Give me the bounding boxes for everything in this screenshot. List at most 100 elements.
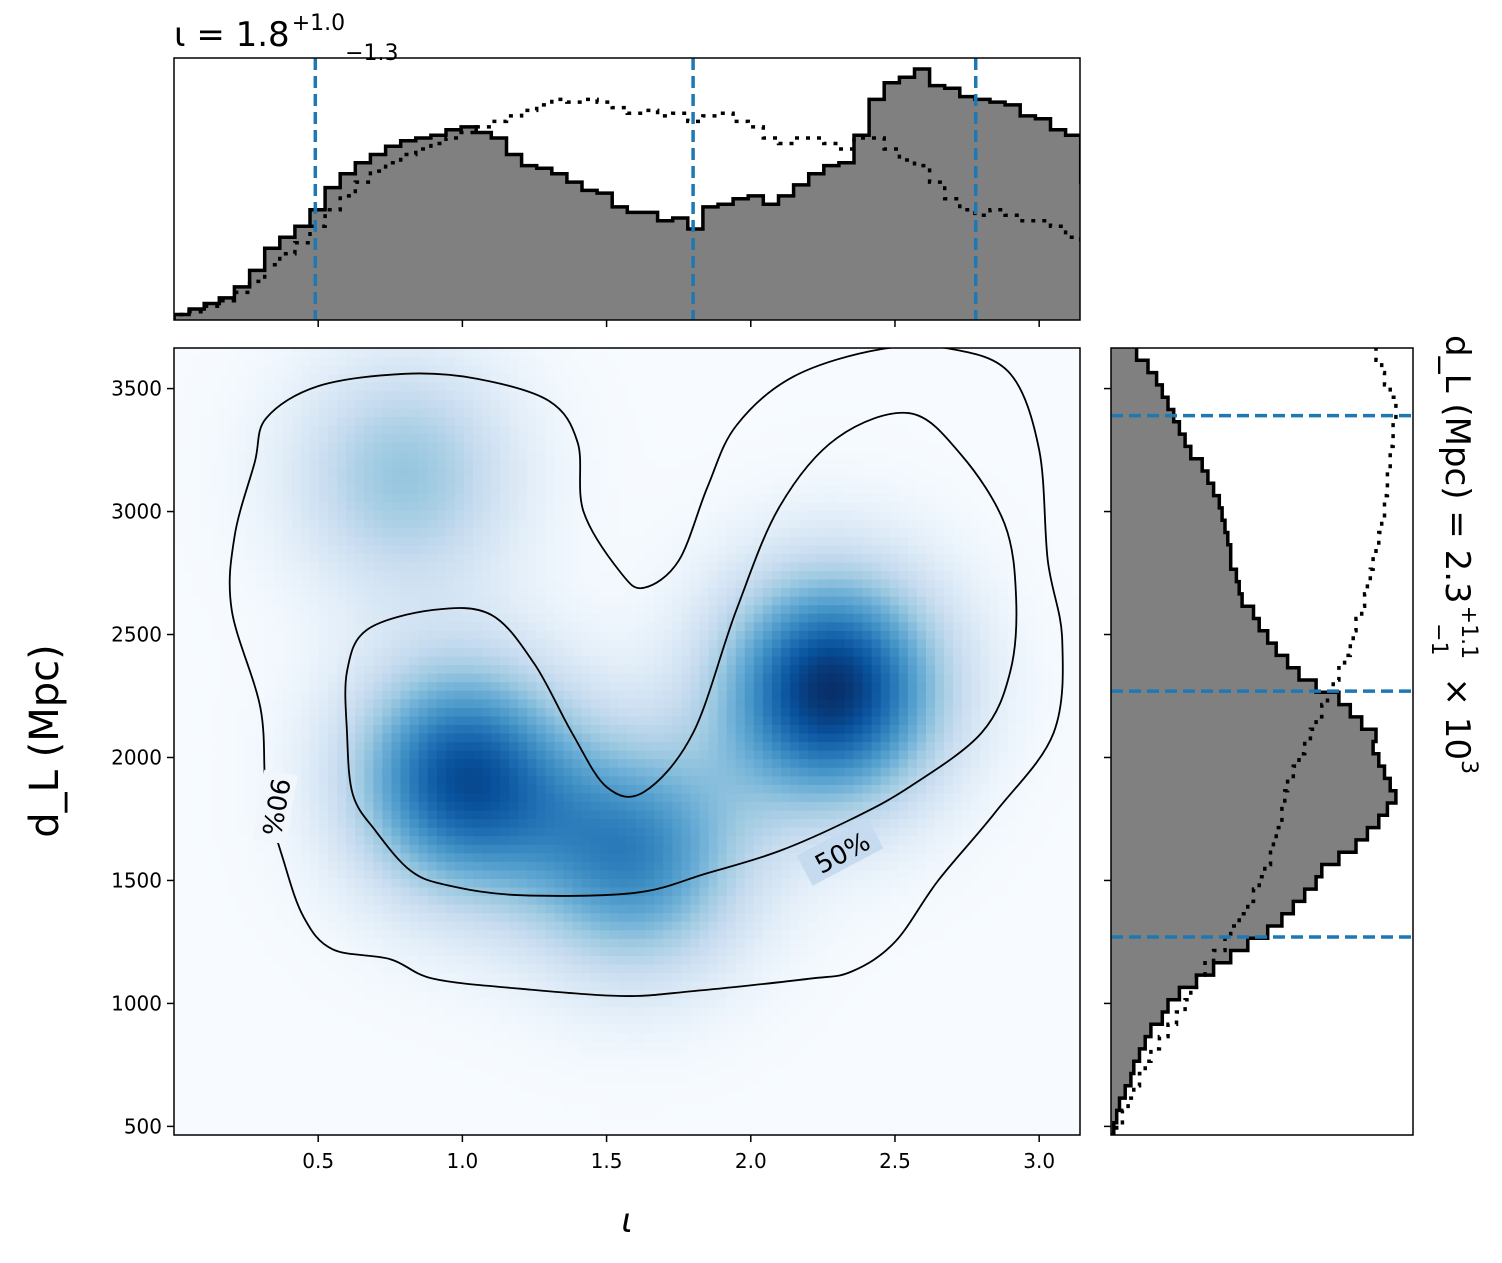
heatmap-cell: [373, 382, 383, 392]
heatmap-cell: [482, 578, 492, 589]
heatmap-cell: [554, 989, 565, 999]
heatmap-cell: [654, 929, 664, 939]
heatmap-cell: [201, 827, 211, 837]
heatmap-cell: [264, 373, 275, 383]
heatmap-cell: [201, 604, 211, 614]
heatmap-cell: [291, 655, 302, 666]
heatmap-cell: [527, 1075, 537, 1085]
heatmap-cell: [309, 1092, 320, 1102]
heatmap-cell: [627, 921, 637, 931]
heatmap-cell: [536, 690, 547, 700]
heatmap-cell: [436, 536, 447, 546]
heatmap-cell: [427, 767, 438, 777]
heatmap-cell: [264, 621, 275, 631]
heatmap-cell: [545, 801, 556, 811]
heatmap-cell: [346, 1066, 356, 1076]
heatmap-cell: [463, 553, 474, 563]
heatmap-cell: [536, 1066, 547, 1076]
heatmap-cell: [581, 621, 592, 631]
heatmap-cell: [491, 416, 501, 426]
heatmap-cell: [282, 596, 293, 606]
heatmap-cell: [491, 673, 501, 683]
heatmap-cell: [472, 570, 483, 580]
heatmap-cell: [183, 963, 193, 974]
heatmap-cell: [355, 929, 365, 939]
heatmap-cell: [482, 767, 492, 777]
heatmap-cell: [463, 844, 474, 854]
heatmap-cell: [599, 938, 610, 948]
heatmap-cell: [309, 963, 320, 974]
heatmap-cell: [572, 963, 583, 974]
heatmap-cell: [599, 416, 610, 426]
heatmap-cell: [436, 1058, 447, 1068]
heatmap-cell: [590, 356, 601, 366]
heatmap-cell: [554, 707, 565, 717]
heatmap-cell: [645, 647, 655, 657]
heatmap-cell: [291, 561, 302, 572]
heatmap-cell: [463, 835, 474, 845]
heatmap-cell: [255, 886, 266, 897]
heatmap-cell: [509, 707, 519, 717]
heatmap-cell: [608, 801, 619, 811]
heatmap-cell: [282, 1032, 293, 1042]
heatmap-cell: [454, 784, 465, 794]
heatmap-cell: [563, 596, 574, 606]
heatmap-cell: [545, 527, 556, 537]
heatmap-cell: [409, 382, 420, 392]
heatmap-cell: [472, 835, 483, 845]
heatmap-cell: [627, 1066, 637, 1076]
heatmap-cell: [210, 904, 220, 914]
heatmap-cell: [627, 596, 637, 606]
heatmap-cell: [527, 750, 537, 760]
heatmap-cell: [482, 365, 492, 375]
heatmap-cell: [400, 938, 411, 948]
heatmap-cell: [210, 1126, 220, 1135]
heatmap-cell: [291, 1058, 302, 1068]
heatmap-cell: [264, 1117, 275, 1128]
heatmap-cell: [472, 732, 483, 743]
heatmap-cell: [228, 998, 239, 1008]
heatmap-cell: [445, 664, 456, 674]
heatmap-cell: [491, 578, 501, 589]
heatmap-cell: [364, 1075, 374, 1085]
heatmap-cell: [590, 442, 601, 452]
heatmap-cell: [409, 596, 420, 606]
heatmap-cell: [472, 946, 483, 956]
heatmap-cell: [563, 673, 574, 683]
heatmap-cell: [346, 698, 356, 708]
heatmap-cell: [373, 1032, 383, 1042]
heatmap-cell: [636, 1066, 646, 1076]
heatmap-cell: [491, 476, 501, 486]
heatmap-cell: [337, 407, 347, 418]
heatmap-cell: [409, 775, 420, 785]
heatmap-cell: [463, 493, 474, 503]
heatmap-cell: [174, 1075, 184, 1085]
heatmap-cell: [472, 1083, 483, 1093]
heatmap-cell: [273, 1075, 284, 1085]
heatmap-cell: [608, 1032, 619, 1042]
heatmap-cell: [645, 587, 655, 597]
heatmap-cell: [174, 596, 184, 606]
heatmap-cell: [409, 690, 420, 700]
heatmap-cell: [427, 390, 438, 400]
heatmap-cell: [445, 647, 456, 657]
heatmap-cell: [554, 827, 565, 837]
heatmap-cell: [246, 382, 257, 392]
heatmap-cell: [201, 399, 211, 409]
heatmap-cell: [382, 553, 393, 563]
heatmap-cell: [318, 424, 329, 435]
heatmap-cell: [645, 484, 655, 495]
heatmap-cell: [373, 630, 383, 640]
heatmap-cell: [590, 981, 601, 991]
heatmap-cell: [237, 1117, 248, 1128]
heatmap-cell: [282, 1049, 293, 1059]
heatmap-cell: [318, 356, 329, 366]
heatmap-cell: [400, 510, 411, 520]
heatmap-cell: [309, 484, 320, 495]
heatmap-cell: [210, 981, 220, 991]
heatmap-cell: [636, 998, 646, 1008]
heatmap-cell: [373, 484, 383, 495]
heatmap-cell: [174, 809, 184, 820]
heatmap-cell: [364, 963, 374, 974]
heatmap-cell: [536, 544, 547, 554]
